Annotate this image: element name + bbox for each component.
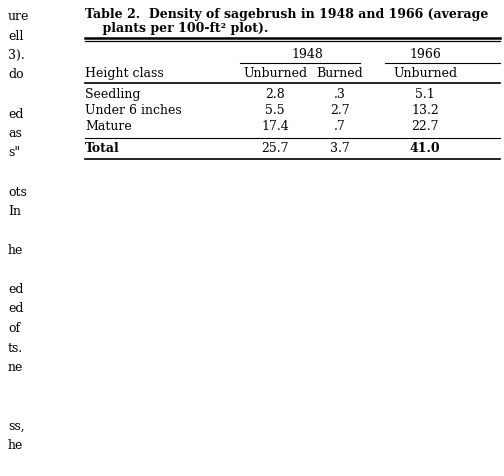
Text: of: of <box>8 322 20 335</box>
Text: 3.7: 3.7 <box>330 142 350 155</box>
Text: ed: ed <box>8 283 24 296</box>
Text: ed: ed <box>8 303 24 316</box>
Text: ed: ed <box>8 108 24 120</box>
Text: 13.2: 13.2 <box>411 104 439 117</box>
Text: 41.0: 41.0 <box>410 142 440 155</box>
Text: 5.1: 5.1 <box>415 88 435 101</box>
Text: Seedling: Seedling <box>85 88 141 101</box>
Text: as: as <box>8 127 22 140</box>
Text: ne: ne <box>8 361 23 374</box>
Text: Total: Total <box>85 142 120 155</box>
Text: 25.7: 25.7 <box>261 142 289 155</box>
Text: Mature: Mature <box>85 120 132 133</box>
Text: Unburned: Unburned <box>243 67 307 80</box>
Text: 2.8: 2.8 <box>265 88 285 101</box>
Text: 17.4: 17.4 <box>261 120 289 133</box>
Text: Burned: Burned <box>317 67 363 80</box>
Text: 1966: 1966 <box>409 48 441 61</box>
Text: ts.: ts. <box>8 341 23 355</box>
Text: plants per 100-ft² plot).: plants per 100-ft² plot). <box>85 22 268 35</box>
Text: .3: .3 <box>334 88 346 101</box>
Text: 1948: 1948 <box>291 48 324 61</box>
Text: 22.7: 22.7 <box>411 120 439 133</box>
Text: Height class: Height class <box>85 67 164 80</box>
Text: 3).: 3). <box>8 49 25 62</box>
Text: 2.7: 2.7 <box>330 104 350 117</box>
Text: he: he <box>8 439 23 452</box>
Text: ure: ure <box>8 10 29 23</box>
Text: 5.5: 5.5 <box>265 104 285 117</box>
Text: Unburned: Unburned <box>393 67 457 80</box>
Text: do: do <box>8 69 24 81</box>
Text: ell: ell <box>8 30 23 42</box>
Text: Under 6 inches: Under 6 inches <box>85 104 182 117</box>
Text: Table 2.  Density of sagebrush in 1948 and 1966 (average: Table 2. Density of sagebrush in 1948 an… <box>85 8 488 21</box>
Text: s": s" <box>8 147 20 159</box>
Text: ots: ots <box>8 186 27 198</box>
Text: In: In <box>8 205 21 218</box>
Text: ss,: ss, <box>8 419 25 433</box>
Text: .7: .7 <box>334 120 346 133</box>
Text: he: he <box>8 244 23 257</box>
